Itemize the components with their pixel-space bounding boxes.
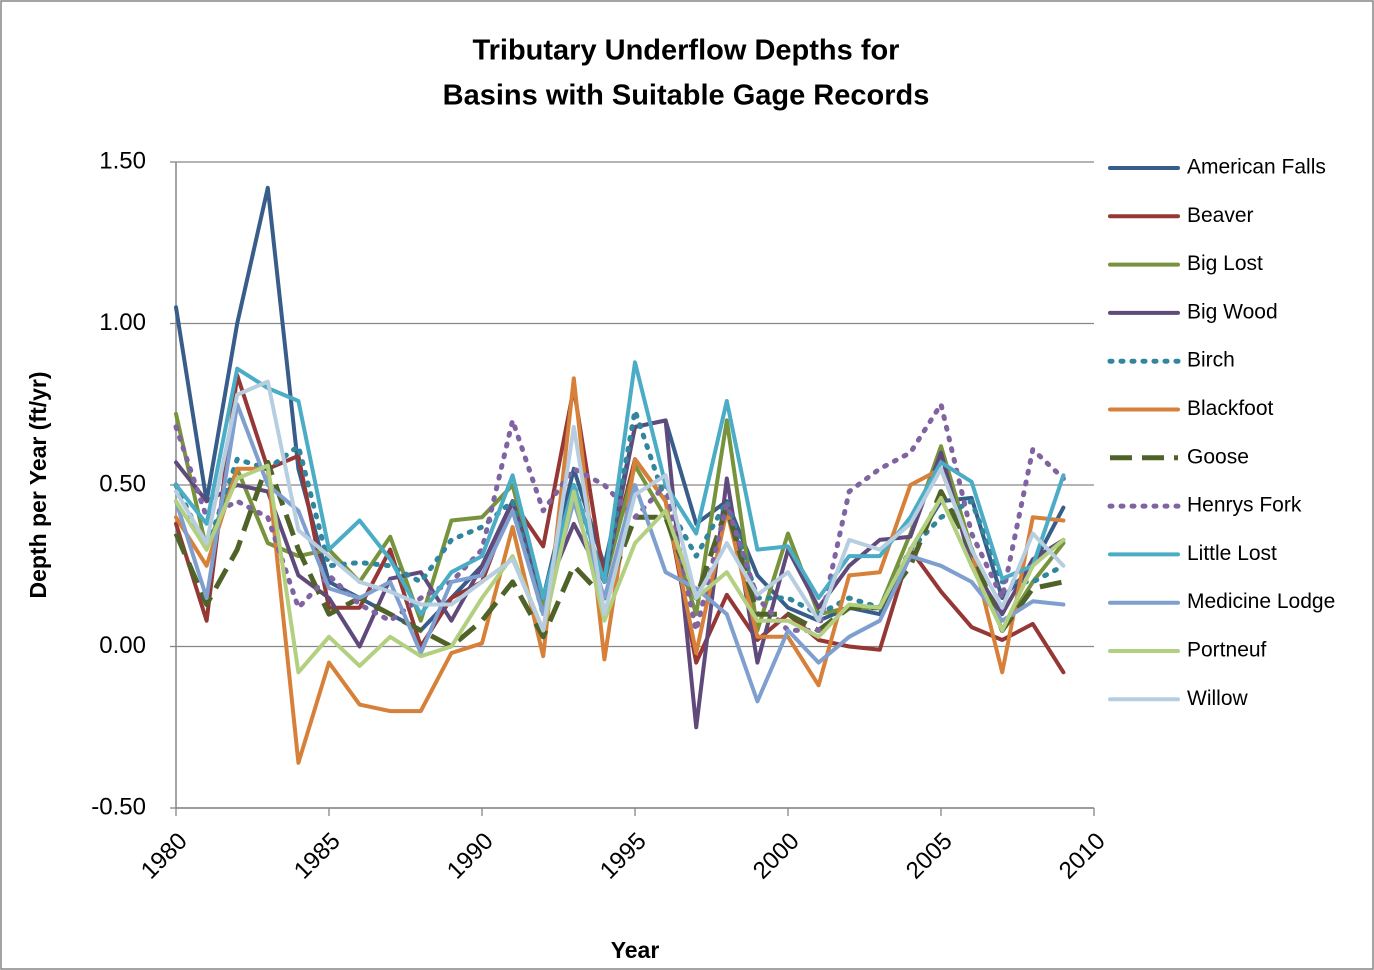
legend-label: Beaver — [1187, 204, 1254, 227]
legend-label: Medicine Lodge — [1187, 590, 1335, 613]
legend-label: Big Lost — [1187, 252, 1263, 275]
y-tick-label: 1.50 — [99, 147, 146, 174]
series-line — [174, 379, 1066, 633]
legend-label: American Falls — [1187, 156, 1326, 179]
legend-label: Big Wood — [1187, 300, 1278, 323]
legend-label: Goose — [1187, 445, 1249, 468]
legend-label: Willow — [1187, 687, 1248, 710]
x-axis-title: Year — [611, 937, 660, 963]
y-tick-label: -0.50 — [91, 793, 146, 820]
chart-title: Basins with Suitable Gage Records — [443, 80, 930, 112]
y-axis-title: Depth per Year (ft/yr) — [25, 371, 51, 598]
series-line — [174, 463, 1066, 675]
legend-label: Portneuf — [1187, 639, 1267, 662]
y-tick-label: 0.00 — [99, 632, 146, 659]
series-line — [174, 402, 1066, 704]
series-line — [174, 360, 1066, 617]
y-tick-label: 1.00 — [99, 309, 146, 336]
legend-label: Henrys Fork — [1187, 494, 1302, 517]
legend-label: Birch — [1187, 349, 1235, 372]
legend-label: Blackfoot — [1187, 397, 1274, 420]
series-line — [173, 408, 1066, 617]
chart-title: Tributary Underflow Depths for — [473, 35, 900, 67]
y-tick-label: 0.50 — [99, 470, 146, 497]
legend-label: Little Lost — [1187, 542, 1277, 565]
